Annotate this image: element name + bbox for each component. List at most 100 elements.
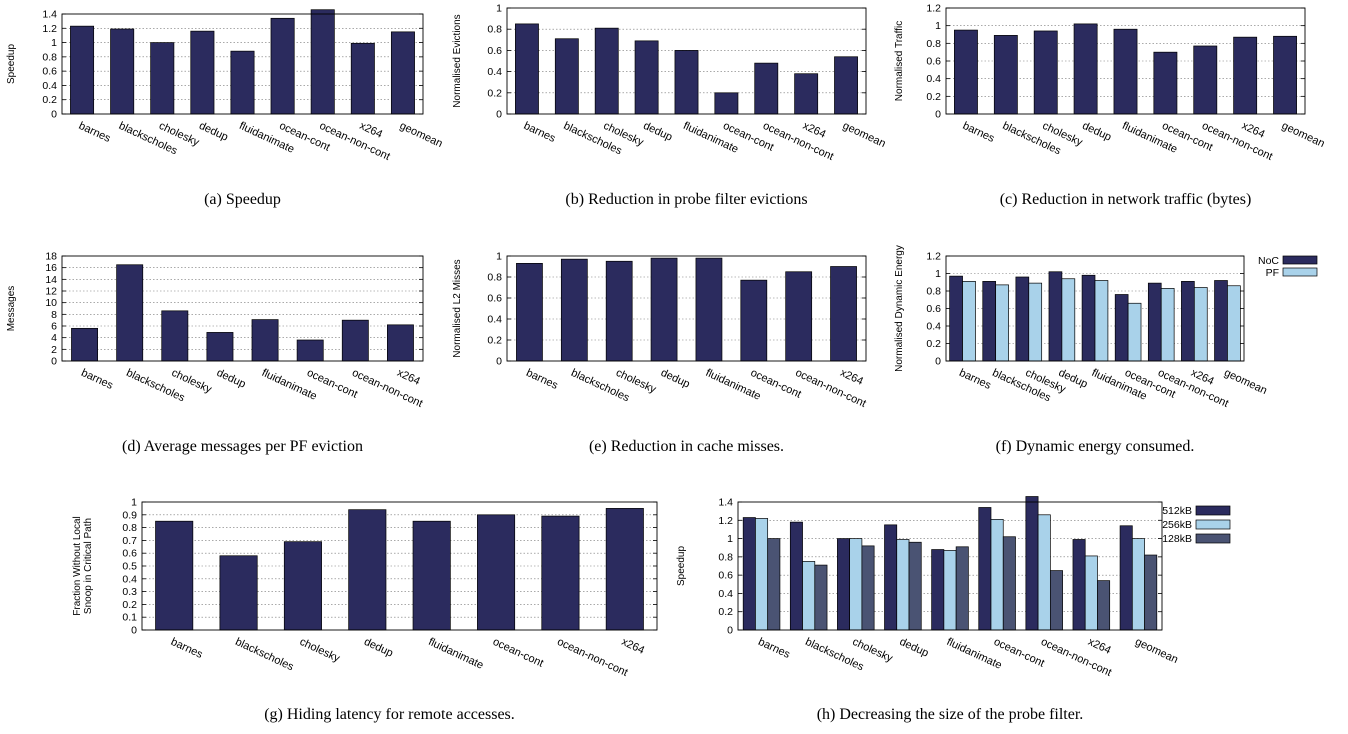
y-tick-label: 2 bbox=[51, 344, 57, 356]
y-tick-label: 0 bbox=[51, 109, 57, 121]
plot-frame bbox=[737, 501, 1163, 631]
bar-dedup-NoC bbox=[1048, 271, 1063, 362]
y-tick-label: 1 bbox=[131, 497, 137, 509]
bar-ocean-non-cont-128kB bbox=[1049, 570, 1063, 631]
legend-label: PF bbox=[1266, 267, 1279, 279]
bar-x264-NoC bbox=[1181, 281, 1195, 362]
bar-blackscholes-128kB bbox=[814, 564, 828, 631]
legend-swatch bbox=[1282, 267, 1318, 277]
bar-cholesky bbox=[150, 42, 175, 115]
bar-barnes-PF bbox=[962, 281, 976, 362]
bar-x264-128kB bbox=[1097, 580, 1111, 631]
y-axis-label: Fraction Without Local bbox=[72, 516, 83, 616]
chart-caption: (g) Hiding latency for remote accesses. bbox=[264, 706, 515, 723]
y-tick-label: 18 bbox=[45, 251, 57, 263]
bar-ocean-cont-128kB bbox=[1002, 536, 1016, 631]
bar-ocean-non-cont-512kB bbox=[1025, 496, 1039, 631]
bar-dedup-256kB bbox=[896, 539, 910, 631]
x-tick-label: dedup bbox=[1080, 120, 1113, 144]
y-tick-label: 0.5 bbox=[122, 561, 137, 573]
y-tick-label: 0.8 bbox=[122, 522, 137, 534]
bar-barnes bbox=[954, 29, 978, 115]
chart-caption: (b) Reduction in probe filter evictions bbox=[565, 191, 807, 208]
x-tick-label: barnes bbox=[169, 636, 205, 661]
x-tick-label: dedup bbox=[197, 120, 230, 144]
bar-barnes bbox=[516, 263, 543, 362]
x-tick-label: barnes bbox=[79, 367, 115, 392]
x-tick-label: barnes bbox=[77, 120, 113, 145]
bar-ocean-non-cont-PF bbox=[1160, 288, 1175, 362]
y-tick-label: 0.8 bbox=[487, 272, 502, 284]
chart-caption: (h) Decreasing the size of the probe fil… bbox=[817, 706, 1084, 723]
bar-barnes bbox=[155, 520, 194, 631]
y-tick-label: 0.8 bbox=[42, 51, 57, 63]
bar-fluidanimate bbox=[251, 319, 279, 362]
legend-label: 512kB bbox=[1162, 505, 1192, 517]
x-tick-label: geomean bbox=[841, 120, 888, 150]
y-tick-label: 0.2 bbox=[122, 599, 137, 611]
y-tick-label: 0 bbox=[727, 625, 733, 637]
y-axis-label: Normalised Evictions bbox=[452, 14, 463, 107]
x-tick-label: geomean bbox=[398, 120, 445, 150]
bar-blackscholes bbox=[219, 555, 258, 631]
y-tick-label: 14 bbox=[45, 274, 57, 286]
y-tick-label: 0.8 bbox=[718, 551, 733, 563]
y-tick-label: 0.4 bbox=[926, 73, 941, 85]
bar-barnes-128kB bbox=[767, 538, 781, 631]
y-tick-label: 8 bbox=[51, 309, 57, 321]
plot-frame bbox=[506, 255, 867, 362]
bar-dedup bbox=[348, 509, 387, 631]
bar-fluidanimate-256kB bbox=[943, 550, 957, 631]
y-axis-label: Speedup bbox=[676, 546, 687, 586]
bar-geomean bbox=[834, 56, 858, 115]
bar-fluidanimate bbox=[674, 50, 699, 115]
y-axis-label: Snoop in Critical Path bbox=[83, 518, 94, 614]
bar-blackscholes bbox=[110, 28, 135, 115]
bar-cholesky-PF bbox=[1028, 282, 1043, 362]
bar-blackscholes bbox=[560, 258, 588, 362]
bar-blackscholes-PF bbox=[995, 284, 1009, 362]
y-tick-label: 1 bbox=[727, 533, 733, 545]
legend-swatch bbox=[1195, 519, 1231, 530]
bar-ocean-cont bbox=[477, 514, 516, 631]
plot-frame bbox=[506, 7, 867, 115]
y-axis-label: Speedup bbox=[6, 44, 17, 84]
x-tick-label: barnes bbox=[524, 367, 560, 392]
bar-x264 bbox=[350, 42, 375, 115]
bar-barnes bbox=[71, 327, 98, 362]
bar-blackscholes-256kB bbox=[802, 561, 816, 631]
x-tick-label: dedup bbox=[362, 636, 395, 660]
y-tick-label: 1 bbox=[51, 37, 57, 49]
bar-geomean-256kB bbox=[1131, 538, 1145, 631]
y-tick-label: 1 bbox=[496, 3, 502, 15]
bar-geomean-512kB bbox=[1119, 525, 1133, 631]
y-tick-label: 0.2 bbox=[487, 335, 502, 347]
y-axis-label: Messages bbox=[6, 286, 17, 332]
y-tick-label: 6 bbox=[51, 321, 57, 333]
y-tick-label: 0.6 bbox=[122, 548, 137, 560]
bar-fluidanimate-NoC bbox=[1081, 274, 1096, 362]
chart-caption: (e) Reduction in cache misses. bbox=[589, 438, 784, 455]
x-tick-label: ocean-cont bbox=[491, 636, 545, 670]
y-tick-label: 0.4 bbox=[487, 314, 502, 326]
bar-ocean-cont bbox=[296, 339, 324, 362]
chart-caption: (f) Dynamic energy consumed. bbox=[996, 438, 1195, 455]
bar-ocean-cont-256kB bbox=[990, 519, 1004, 631]
bar-cholesky bbox=[161, 310, 189, 362]
plot-frame bbox=[945, 255, 1245, 362]
bar-blackscholes-512kB bbox=[789, 521, 803, 631]
y-tick-label: 0.4 bbox=[718, 588, 733, 600]
chart-caption: (c) Reduction in network traffic (bytes) bbox=[1000, 191, 1252, 208]
bar-ocean-cont bbox=[1153, 51, 1178, 115]
chart-g: 00.10.20.30.40.50.60.70.80.91 barnes black… bbox=[72, 497, 658, 723]
y-tick-label: 1.2 bbox=[42, 23, 57, 35]
plot-frame bbox=[61, 13, 424, 115]
bar-fluidanimate-PF bbox=[1094, 280, 1109, 362]
bar-dedup bbox=[634, 40, 659, 115]
bar-ocean-cont-NoC bbox=[1114, 294, 1129, 362]
x-tick-label: geomean bbox=[1222, 367, 1269, 397]
bar-blackscholes bbox=[116, 264, 144, 362]
